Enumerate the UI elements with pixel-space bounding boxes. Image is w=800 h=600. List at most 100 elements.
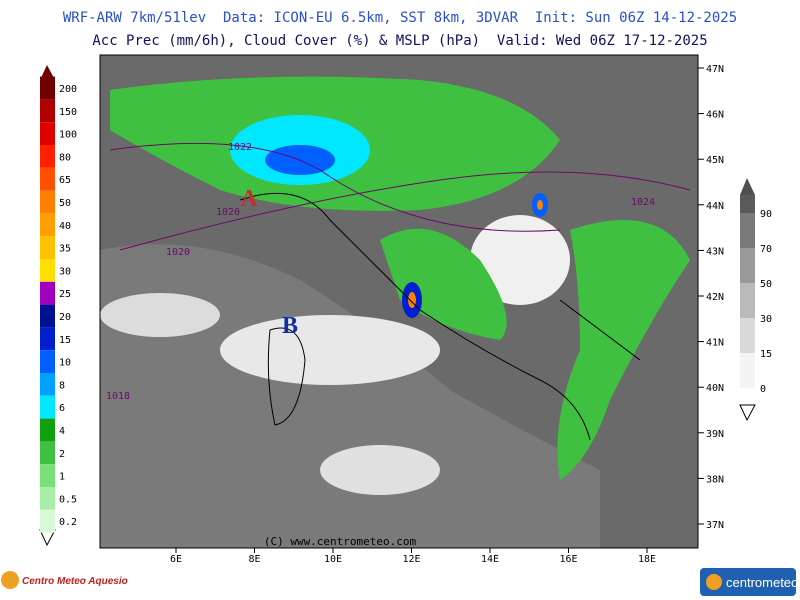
lon-label: 18E — [638, 554, 656, 565]
lon-label: 8E — [248, 554, 260, 565]
lat-label: 38N — [706, 474, 724, 485]
copyright: (C) www.centrometeo.com — [264, 535, 417, 548]
precip-scale-swatch — [40, 213, 55, 237]
precip-scale-swatch — [40, 190, 55, 214]
isobar — [109, 142, 691, 251]
precip-scale-label: 20 — [59, 312, 71, 323]
logo-icon — [1, 571, 19, 589]
precip-area — [537, 200, 543, 210]
precip-scale-label: 35 — [59, 244, 71, 255]
isobar-label: 1020 — [166, 247, 190, 258]
cloud-scale-swatch — [740, 248, 755, 283]
precip-scale-label: 50 — [59, 198, 71, 209]
logo-text: centrometeo — [726, 575, 798, 590]
precip-scale-arrow — [40, 65, 55, 80]
precip-scale-swatch — [40, 441, 55, 465]
logo-left: Centro Meteo Aquesio — [1, 571, 128, 589]
cloud-scale-label: 50 — [760, 279, 772, 290]
clear-area — [100, 293, 220, 337]
precip-scale-swatch — [40, 99, 55, 123]
coastline — [267, 327, 306, 426]
lat-label: 44N — [706, 201, 724, 212]
map-frame — [99, 54, 699, 549]
isobar-label: 1020 — [216, 207, 240, 218]
precip-scale-label: 1 — [59, 472, 65, 483]
lon-label: 10E — [324, 554, 342, 565]
lat-label: 40N — [706, 383, 724, 394]
cloud-scale-label: 90 — [760, 209, 772, 220]
precip-scale-swatch — [40, 418, 55, 442]
lon-label: 14E — [481, 554, 499, 565]
cloud-scale-swatch — [740, 283, 755, 318]
precip-scale-label: 65 — [59, 175, 71, 186]
precip-scale-label: 4 — [59, 426, 65, 437]
precip-scale-swatch — [40, 304, 55, 328]
cloud-scale-swatch — [740, 318, 755, 353]
map — [99, 54, 699, 549]
cloud-scale-swatch — [740, 195, 755, 213]
isobar-label: 1022 — [228, 142, 252, 153]
precip-scale-swatch — [40, 487, 55, 510]
precip-scale-swatch — [40, 350, 55, 373]
lat-label: 42N — [706, 292, 724, 303]
lat-label: 43N — [706, 246, 724, 257]
cloud-scale-arrow — [740, 178, 755, 195]
precip-scale-swatch — [40, 167, 55, 191]
header-line1: WRF-ARW 7km/51lev Data: ICON-EU 6.5km, S… — [63, 10, 737, 26]
precip-scale-label: 8 — [59, 380, 65, 391]
isobar-label: 1024 — [631, 197, 655, 208]
cloud-area — [100, 244, 600, 549]
precip-scale-label: 2 — [59, 449, 65, 460]
precip-scale-swatch — [40, 464, 55, 487]
precip-scale-label: 150 — [59, 107, 77, 118]
precip-scale-swatch — [40, 259, 55, 282]
precip-scale-swatch — [40, 236, 55, 259]
logo-right-box — [700, 568, 796, 596]
coastline — [239, 192, 641, 441]
header-line2: Acc Prec (mm/6h), Cloud Cover (%) & MSLP… — [92, 33, 707, 49]
lat-label: 47N — [706, 64, 724, 75]
cloud-scale-label: 0 — [760, 384, 766, 395]
lon-label: 6E — [170, 554, 182, 565]
isobar-label: 1018 — [106, 391, 130, 402]
clear-area — [320, 445, 440, 495]
precip-area — [408, 292, 416, 308]
cloud-scale-arrow — [739, 404, 756, 422]
precip-area — [557, 220, 690, 480]
pressure-center: B — [282, 313, 298, 339]
precip-scale-swatch — [40, 122, 55, 145]
lon-label: 16E — [559, 554, 577, 565]
precip-scale-label: 10 — [59, 358, 71, 369]
precip-scale-swatch — [40, 76, 55, 100]
precip-scale-swatch — [40, 395, 55, 419]
precip-scale-swatch — [40, 145, 55, 168]
precip-area — [380, 228, 507, 340]
cloud-scale-label: 15 — [760, 349, 772, 360]
lat-label: 37N — [706, 520, 724, 531]
cloud-scale-swatch — [740, 213, 755, 248]
precip-scale-swatch — [40, 373, 55, 396]
cloud-scale-swatch — [740, 353, 755, 388]
precip-scale-label: 200 — [59, 84, 77, 95]
precip-scale-label: 25 — [59, 289, 71, 300]
logo-text: Centro Meteo Aquesio — [22, 576, 128, 587]
lon-label: 12E — [402, 554, 420, 565]
precip-scale-label: 40 — [59, 221, 71, 232]
precip-scale-label: 0.2 — [59, 517, 77, 528]
lat-label: 39N — [706, 429, 724, 440]
precip-scale-label: 30 — [59, 266, 71, 277]
lat-label: 41N — [706, 338, 724, 349]
pressure-center: A — [240, 186, 258, 212]
precip-scale-label: 6 — [59, 403, 65, 414]
precip-scale-label: 100 — [59, 130, 77, 141]
precip-scale-label: 80 — [59, 152, 71, 163]
cloud-scale-label: 30 — [760, 314, 772, 325]
lat-label: 46N — [706, 110, 724, 121]
cloud-scale-label: 70 — [760, 244, 772, 255]
precip-scale-swatch — [40, 509, 55, 533]
logo-icon — [706, 574, 722, 590]
clear-area — [470, 215, 570, 305]
precip-scale-label: 0.5 — [59, 494, 77, 505]
precip-scale-swatch — [40, 327, 55, 351]
